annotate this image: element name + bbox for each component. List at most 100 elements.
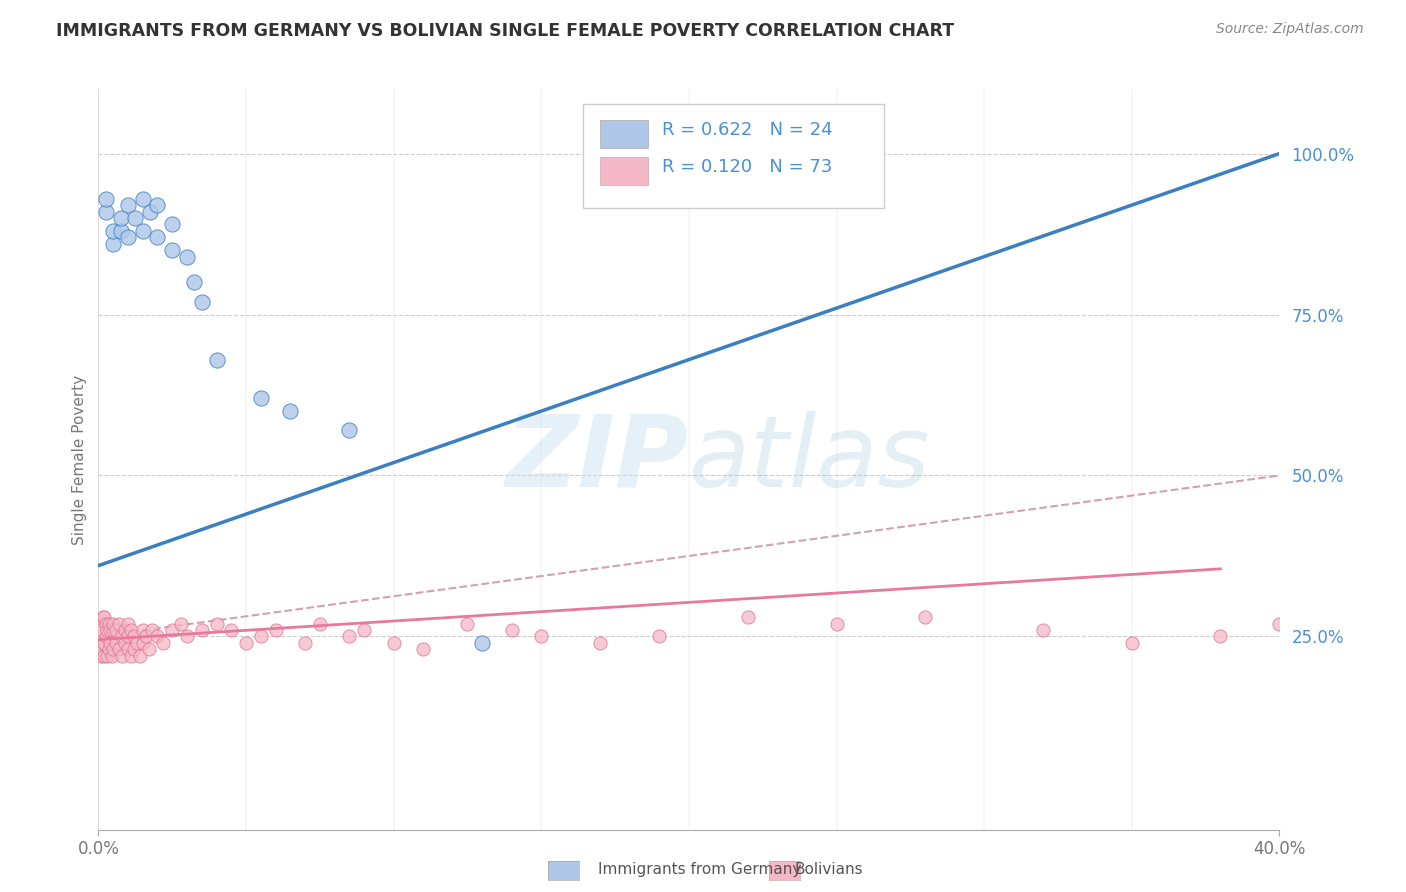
Point [170,616,193,631]
Text: Bolivians: Bolivians [794,863,863,877]
Point [105,623,128,637]
Point [114,636,136,650]
Point [110,224,132,238]
Point [132,623,155,637]
Point [114,623,136,637]
Point [91,610,114,624]
Point [97,616,120,631]
Point [120,623,142,637]
Point [90,623,112,637]
Point [124,211,146,225]
Point [1327,623,1350,637]
Point [162,623,183,637]
Point [117,642,139,657]
Point [103,616,125,631]
Point [103,642,125,657]
Point [412,642,434,657]
Point [96,648,118,663]
Point [128,648,150,663]
Point [139,204,162,219]
FancyBboxPatch shape [600,157,648,186]
FancyBboxPatch shape [582,104,884,208]
Point [648,629,671,643]
Point [122,629,145,643]
Point [110,211,132,225]
Point [93,610,115,624]
Point [501,623,523,637]
Point [141,623,163,637]
Point [132,224,155,238]
Point [96,623,118,637]
Point [914,610,936,624]
Point [294,636,316,650]
Point [1032,623,1054,637]
Text: Source: ZipAtlas.com: Source: ZipAtlas.com [1216,22,1364,37]
Point [117,230,139,244]
Point [100,648,122,663]
Text: Immigrants from Germany: Immigrants from Germany [598,863,801,877]
Point [737,610,759,624]
Text: R = 0.622   N = 24: R = 0.622 N = 24 [662,121,832,139]
Point [125,636,148,650]
Text: atlas: atlas [689,411,931,508]
Point [589,636,612,650]
Point [339,629,361,643]
Point [176,250,198,264]
Point [138,642,160,657]
Text: R = 0.120   N = 73: R = 0.120 N = 73 [662,158,832,176]
Point [94,629,117,643]
Point [98,623,121,637]
Point [250,629,273,643]
Point [105,636,128,650]
Point [162,218,183,232]
Point [457,616,479,631]
Point [117,629,139,643]
Text: IMMIGRANTS FROM GERMANY VS BOLIVIAN SINGLE FEMALE POVERTY CORRELATION CHART: IMMIGRANTS FROM GERMANY VS BOLIVIAN SING… [56,22,955,40]
Point [471,636,494,650]
Point [339,424,361,438]
Point [183,276,205,290]
Y-axis label: Single Female Poverty: Single Female Poverty [72,375,87,544]
Point [146,629,169,643]
Point [353,623,375,637]
Point [146,230,169,244]
Point [221,623,243,637]
Point [98,636,121,650]
Point [176,629,198,643]
Point [90,648,112,663]
Point [280,404,302,418]
Point [117,616,139,631]
Point [1268,616,1291,631]
Point [1209,629,1232,643]
Point [205,352,228,367]
Point [111,629,134,643]
Point [97,642,120,657]
Point [117,198,139,212]
Point [191,294,214,309]
FancyBboxPatch shape [600,120,648,148]
Point [103,224,125,238]
Point [93,636,115,650]
Point [91,636,114,650]
Point [94,616,117,631]
Point [122,642,145,657]
Point [530,629,553,643]
Point [94,192,117,206]
Point [309,616,332,631]
Point [825,616,848,631]
Point [108,616,131,631]
Point [89,616,111,631]
Point [132,636,155,650]
Point [132,192,155,206]
Point [111,648,134,663]
Point [108,642,131,657]
Point [205,616,228,631]
Point [250,391,273,405]
Point [264,623,287,637]
Point [152,636,174,650]
Point [191,623,214,637]
Point [162,243,183,257]
Point [94,204,117,219]
Text: ZIP: ZIP [506,411,689,508]
Point [146,198,169,212]
